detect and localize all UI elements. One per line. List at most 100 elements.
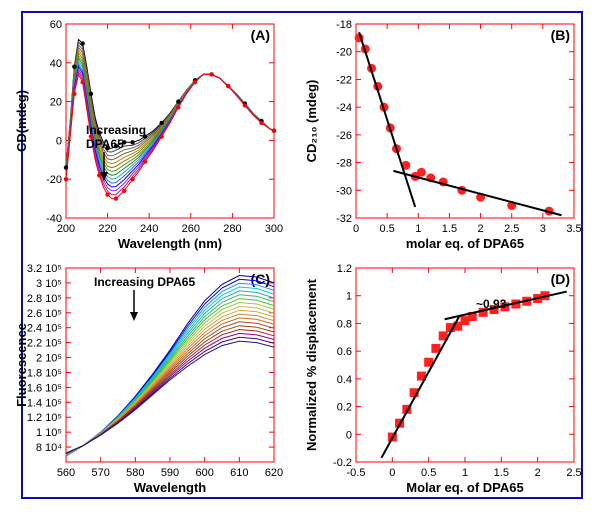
fit-line — [393, 171, 561, 215]
cd-marker — [89, 92, 93, 96]
ytick-label: 1.2 — [337, 263, 352, 275]
xlabel: Wavelength (nm) — [118, 236, 222, 251]
ytick-label: -26 — [336, 130, 352, 142]
fl-spectrum — [66, 318, 274, 454]
ytick-label: 1.6 10⁵ — [27, 382, 62, 394]
xtick-label: 240 — [140, 223, 158, 235]
ytick-label: -22 — [336, 74, 352, 86]
cd-marker — [80, 80, 84, 84]
ytick-label: 60 — [50, 19, 62, 31]
cd-marker — [64, 165, 68, 169]
cd-marker — [259, 121, 263, 125]
annotation-text: Increasing — [86, 123, 146, 137]
panel-B: 00.511.522.533.5-32-30-28-26-24-22-20-18… — [304, 19, 582, 251]
ylabel: CD(mdeg) — [14, 90, 29, 152]
cd-marker — [243, 103, 247, 107]
ytick-label: -0.2 — [333, 457, 352, 469]
cd-marker — [105, 193, 109, 197]
ytick-label: -28 — [336, 158, 352, 170]
cd-marker — [114, 196, 118, 200]
cd-marker — [226, 84, 230, 88]
ytick-label: 1.8 10⁵ — [27, 367, 62, 379]
ytick-label: 0.2 — [337, 402, 352, 414]
xtick-label: 570 — [91, 467, 109, 479]
fit-line — [381, 315, 459, 458]
ytick-label: -20 — [336, 47, 352, 59]
annotation-text: Increasing DPA65 — [94, 275, 195, 289]
xtick-label: 610 — [230, 467, 248, 479]
xtick-label: 0.5 — [421, 467, 436, 479]
scatter-point — [417, 168, 426, 177]
xtick-label: 2.5 — [504, 223, 519, 235]
ytick-label: 2.8 10⁵ — [27, 293, 62, 305]
ytick-label: 0 — [56, 135, 62, 147]
cd-marker — [72, 64, 76, 68]
ytick-label: 0.6 — [337, 346, 352, 358]
ytick-label: 0.8 — [337, 318, 352, 330]
ytick-label: 40 — [50, 58, 62, 70]
xtick-label: 580 — [126, 467, 144, 479]
ytick-label: 2 10⁵ — [36, 353, 62, 365]
ytick-label: -20 — [46, 174, 62, 186]
xtick-label: 590 — [161, 467, 179, 479]
outer-border — [22, 12, 582, 498]
cd-marker — [143, 160, 147, 164]
xtick-label: 1 — [415, 223, 421, 235]
figure-svg: 200220240260280300-40-200204060Wavelengt… — [0, 0, 600, 510]
xtick-label: 2 — [535, 467, 541, 479]
xtick-label: 600 — [195, 467, 213, 479]
ytick-label: -24 — [336, 102, 352, 114]
panel-letter: (D) — [551, 271, 570, 287]
ytick-label: 1.2 10⁵ — [27, 412, 62, 424]
xtick-label: 220 — [98, 223, 116, 235]
cd-marker — [193, 80, 197, 84]
fit-line — [359, 32, 415, 207]
ytick-label: 2.6 10⁵ — [27, 308, 62, 320]
fl-spectrum — [66, 310, 274, 454]
panel-C: 5605705805906006106208 10⁴1 10⁵1.2 10⁵1.… — [14, 263, 283, 495]
annotation-text: ~0.93 — [476, 297, 507, 311]
xtick-label: 1.5 — [494, 467, 509, 479]
ytick-label: 2.2 10⁵ — [27, 338, 62, 350]
arrowhead-icon — [130, 312, 138, 321]
ytick-label: 0 — [346, 429, 352, 441]
fl-spectrum — [66, 314, 274, 454]
panel-letter: (A) — [251, 27, 270, 43]
xtick-label: 280 — [223, 223, 241, 235]
xtick-label: 0 — [389, 467, 395, 479]
ylabel: Fluorescence — [14, 323, 29, 407]
xtick-label: 560 — [57, 467, 75, 479]
ylabel: CD₂₁₀ (mdeg) — [304, 80, 319, 163]
xtick-label: 3 — [540, 223, 546, 235]
cd-marker — [72, 92, 76, 96]
cd-marker — [209, 72, 213, 76]
ytick-label: 2.4 10⁵ — [27, 323, 62, 335]
ytick-label: 3.2 10⁵ — [27, 263, 62, 275]
ytick-label: 8 10⁴ — [36, 442, 62, 454]
cd-marker — [159, 121, 163, 125]
ylabel: Normalized % displacement — [304, 278, 319, 451]
panel-A: 200220240260280300-40-200204060Wavelengt… — [14, 19, 283, 251]
cd-marker — [130, 140, 134, 144]
ytick-label: 1 — [346, 291, 352, 303]
xlabel: molar eq. of DPA65 — [406, 236, 524, 251]
xtick-label: 1 — [462, 467, 468, 479]
xtick-label: 0.5 — [379, 223, 394, 235]
ytick-label: 0.4 — [337, 374, 352, 386]
cd-marker — [122, 189, 126, 193]
ytick-label: -30 — [336, 185, 352, 197]
xtick-label: 300 — [265, 223, 283, 235]
ytick-label: 1.4 10⁵ — [27, 397, 62, 409]
cd-marker — [130, 177, 134, 181]
xtick-label: 2.5 — [566, 467, 581, 479]
cd-marker — [80, 41, 84, 45]
panel-D: -0.500.511.522.5-0.200.20.40.60.811.2Mol… — [304, 263, 582, 495]
cd-marker — [64, 177, 68, 181]
ytick-label: 20 — [50, 97, 62, 109]
xlabel: Molar eq. of DPA65 — [406, 480, 524, 495]
ytick-label: -18 — [336, 19, 352, 31]
xtick-label: 3.5 — [566, 223, 581, 235]
annotation-text: DPA65 — [86, 137, 124, 151]
cd-marker — [272, 129, 276, 133]
ytick-label: 3 10⁵ — [36, 278, 62, 290]
